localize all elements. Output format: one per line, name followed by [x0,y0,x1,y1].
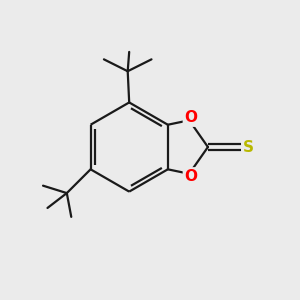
Text: O: O [184,169,197,184]
Text: O: O [184,110,197,125]
Text: S: S [243,140,254,154]
